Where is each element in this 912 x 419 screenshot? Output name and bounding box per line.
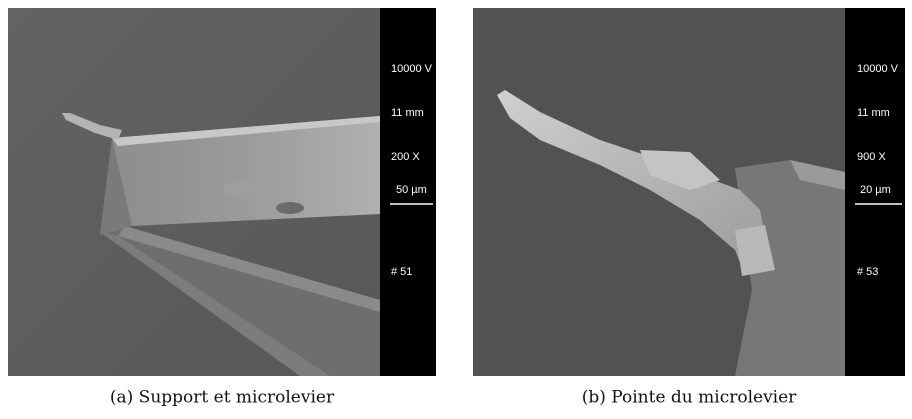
working-distance: 11 mm [391,107,424,119]
scale-label: 20 µm [860,184,891,196]
voltage: 10000 V [391,63,433,75]
sem-image-b [473,8,845,376]
magnification: 900 X [857,151,886,163]
caption: (a) Support et microlevier [110,388,335,408]
caption: (b) Pointe du microlevier [582,388,797,408]
image-number: # 51 [391,266,412,278]
page: {"panels": [ {"caption": "(a) Support et… [0,0,912,419]
scale-label: 50 µm [396,184,427,196]
sem-image-a [8,8,380,376]
working-distance: 11 mm [857,107,890,119]
magnification: 200 X [391,151,420,163]
image-number: # 53 [857,266,878,278]
figure: 10000 V 11 mm 200 X 50 µm # 51 (a) Suppo… [0,0,912,419]
voltage: 10000 V [857,63,899,75]
